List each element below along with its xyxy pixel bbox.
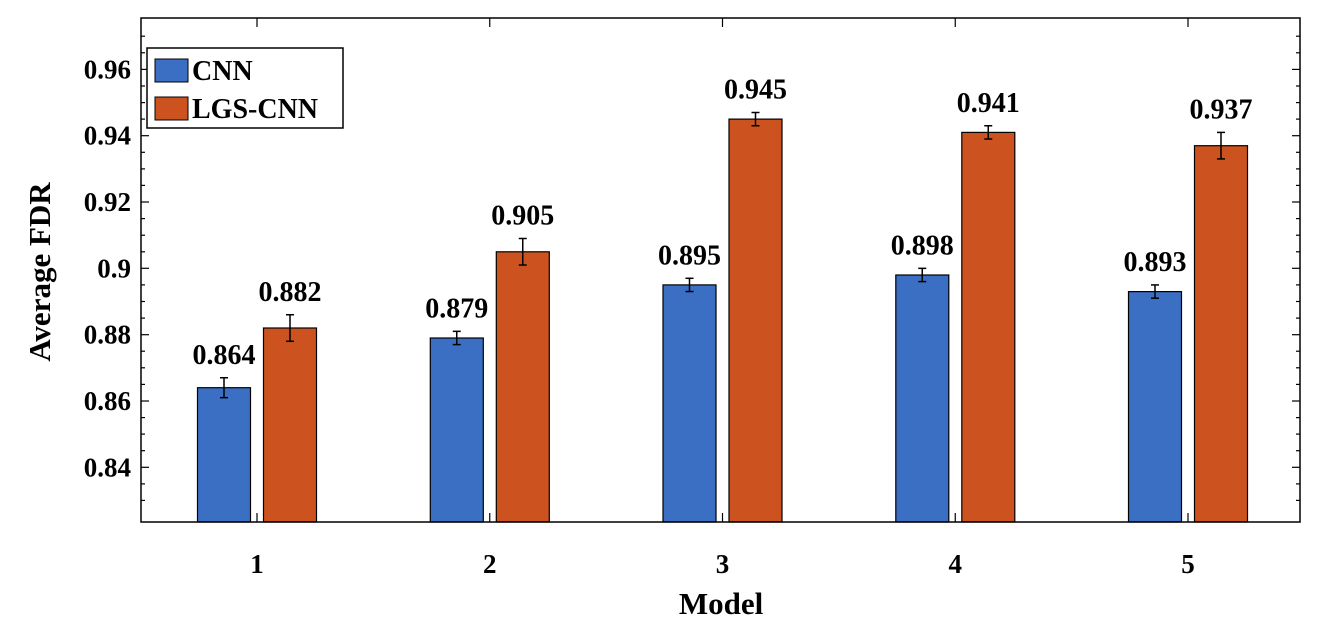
value-label-lgs-cnn-model-1: 0.882 (259, 277, 322, 308)
value-label-cnn-model-3: 0.895 (658, 240, 721, 271)
value-label-cnn-model-5: 0.893 (1124, 247, 1187, 278)
value-label-cnn-model-2: 0.879 (425, 293, 488, 324)
legend-label-cnn: CNN (192, 56, 253, 87)
bar-cnn-model-3 (662, 284, 717, 523)
axes-layer (140, 17, 1301, 523)
error-bars-layer (220, 111, 1225, 399)
bar-lgs-cnn-model-3 (728, 118, 783, 523)
error-bar-cnn-model-4 (918, 267, 927, 283)
plot-frame (140, 17, 1301, 523)
error-bar-lgs-cnn-model-2 (518, 237, 527, 266)
value-label-lgs-cnn-model-5: 0.937 (1190, 94, 1253, 125)
x-tick-label-model-3: 3 (716, 549, 730, 579)
bar-cnn-model-1 (196, 387, 252, 523)
bar-cnn-model-2 (429, 337, 484, 523)
value-labels-layer: 0.864 0.879 0.895 0.898 0.893 0.882 0.905 0.945… (193, 75, 1253, 371)
x-tick-label-model-2: 2 (483, 549, 497, 579)
bars-layer (196, 118, 1249, 523)
value-label-lgs-cnn-model-4: 0.941 (957, 88, 1020, 119)
y-tick-label: 0.88 (84, 320, 131, 350)
bar-cnn-model-4 (895, 274, 950, 523)
y-tick-label: 0.86 (84, 386, 131, 416)
x-axis-title: Model (679, 586, 764, 621)
error-bar-lgs-cnn-model-5 (1217, 131, 1225, 160)
tick-labels-layer: 0.84 0.86 0.88 0.9 0.92 0.94 0.96 1 2 3 4 5 (84, 54, 1195, 579)
y-tick-label: 0.92 (84, 187, 131, 217)
error-bar-lgs-cnn-model-4 (984, 125, 993, 140)
error-bar-cnn-model-3 (685, 277, 694, 293)
error-bar-cnn-model-1 (220, 377, 228, 399)
error-bar-lgs-cnn-model-3 (751, 111, 760, 127)
bar-lgs-cnn-model-5 (1193, 145, 1249, 523)
bar-lgs-cnn-model-2 (495, 251, 550, 523)
error-bar-cnn-model-5 (1151, 284, 1159, 299)
y-axis-title: Average FDR (22, 182, 57, 362)
value-label-lgs-cnn-model-3: 0.945 (724, 75, 787, 106)
y-tick-label: 0.96 (84, 54, 131, 84)
y-tick-label: 0.94 (84, 121, 131, 151)
bar-cnn-model-5 (1127, 291, 1183, 523)
error-bar-lgs-cnn-model-1 (286, 314, 294, 343)
y-tick-label: 0.9 (97, 253, 131, 283)
value-label-cnn-model-1: 0.864 (193, 340, 256, 371)
value-label-cnn-model-4: 0.898 (891, 230, 954, 261)
x-tick-label-model-4: 4 (949, 549, 963, 579)
legend-label-lgs-cnn: LGS-CNN (192, 94, 318, 125)
error-bar-cnn-model-2 (452, 330, 461, 346)
bar-lgs-cnn-model-4 (961, 131, 1016, 523)
x-tick-label-model-5: 5 (1181, 549, 1195, 579)
x-tick-label-model-1: 1 (250, 549, 264, 579)
y-tick-label: 0.84 (84, 452, 131, 482)
legend-swatch-cnn (154, 58, 189, 83)
legend-swatch-lgs-cnn (154, 96, 189, 121)
legend: CNN LGS-CNN (146, 47, 344, 129)
bar-lgs-cnn-model-1 (262, 327, 318, 523)
value-label-lgs-cnn-model-2: 0.905 (491, 201, 554, 232)
